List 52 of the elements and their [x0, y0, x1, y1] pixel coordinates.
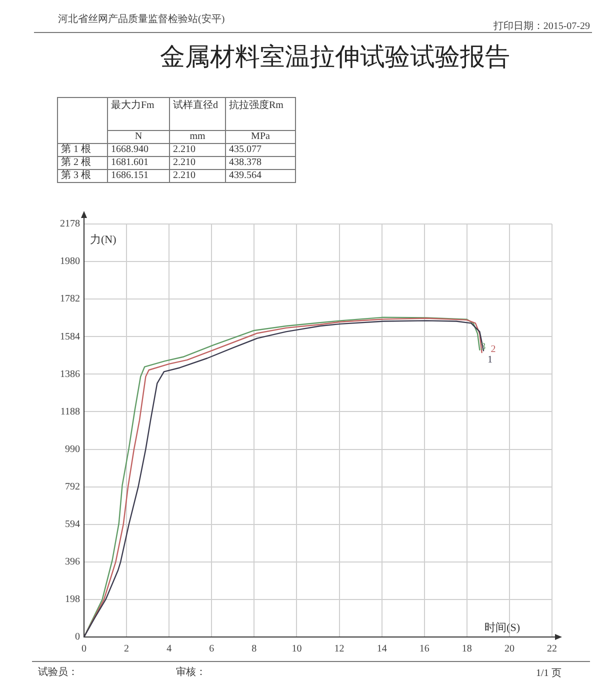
text: 435.077: [226, 144, 296, 156]
x-tick-label: 22: [547, 644, 557, 655]
y-tick-label: 0: [75, 632, 80, 643]
text: MPa: [226, 130, 296, 144]
text: 1686.151: [108, 170, 170, 182]
x-tick-label: 16: [419, 644, 430, 655]
y-tick-label: 1980: [60, 256, 80, 268]
text: 试样直径d: [170, 98, 226, 130]
y-axis-title: 力(N): [90, 232, 117, 246]
y-tick-label: 1188: [60, 406, 80, 418]
text: 438.378: [226, 156, 296, 170]
y-tick-label: 198: [65, 594, 80, 606]
text: 1668.940: [108, 144, 170, 156]
x-tick-label: 20: [504, 644, 514, 655]
text: 审核：: [176, 666, 206, 679]
x-axis-title: 时间(S): [484, 620, 520, 634]
y-tick-label: 792: [65, 481, 80, 492]
x-tick-label: 2: [124, 644, 130, 655]
series-label: 1: [488, 354, 492, 366]
x-tick-label: 18: [462, 644, 472, 655]
series-label: 3: [480, 342, 486, 353]
text: 打印日期：2015-07-29: [493, 20, 590, 33]
text: 抗拉强度Rm: [226, 98, 296, 130]
x-tick-label: 4: [166, 644, 172, 655]
x-tick-label: 10: [292, 644, 302, 655]
x-tick-label: 12: [334, 644, 344, 655]
x-tick-label: 6: [209, 644, 214, 655]
text: 1/1 页: [536, 667, 562, 680]
y-tick-label: 990: [65, 444, 80, 455]
text: 2.210: [170, 170, 226, 182]
text: 439.564: [226, 170, 296, 182]
y-tick-label: 1386: [60, 368, 80, 380]
x-tick-label: 8: [252, 644, 257, 655]
text: 2.210: [170, 156, 226, 170]
text: mm: [170, 130, 226, 144]
text: 最大力Fm: [108, 98, 170, 130]
text: 河北省丝网产品质量监督检验站(安平): [58, 12, 225, 26]
series-label: 2: [490, 344, 496, 356]
y-tick-label: 1782: [60, 294, 80, 305]
chart-title: 金属材料室温拉伸试验试验报告: [159, 42, 511, 73]
y-tick-label: 2178: [60, 218, 80, 230]
y-tick-label: 396: [65, 556, 80, 568]
text: 第 3 根: [58, 170, 108, 182]
y-tick-label: 594: [65, 518, 80, 530]
text: 试验员：: [38, 666, 78, 679]
text: 2.210: [170, 144, 226, 156]
text: N: [108, 130, 170, 144]
y-tick-label: 1584: [60, 331, 80, 342]
text: 1681.601: [108, 156, 170, 170]
text: 第 2 根: [58, 156, 108, 170]
x-tick-label: 14: [376, 644, 387, 655]
text: 第 1 根: [58, 144, 108, 156]
